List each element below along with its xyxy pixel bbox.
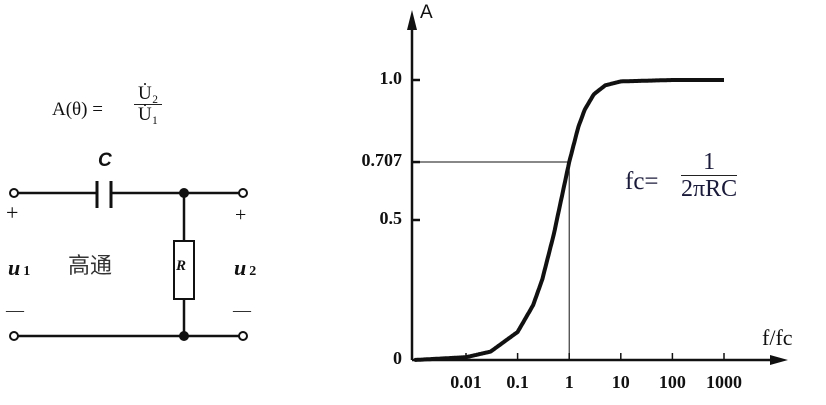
x-axis-label: f/fc: [762, 325, 793, 350]
y-axis-label: A: [420, 2, 433, 23]
output-terminal-bottom: [238, 331, 248, 341]
x-tick-label: 0.01: [450, 372, 482, 392]
input-voltage-symbol: u: [8, 255, 21, 280]
x-axis-arrow-icon: [770, 355, 788, 365]
transfer-formula-numerator: U̇₂: [134, 84, 163, 105]
input-voltage-subscript: 1: [23, 264, 31, 279]
junction-node-top: [179, 188, 189, 198]
input-terminal-top: [9, 188, 19, 198]
y-tick-label: 1.0: [379, 68, 403, 88]
capacitor-label: C: [98, 150, 112, 171]
y-tick-label: 0.5: [379, 208, 403, 228]
y-tick-label: 0: [393, 348, 402, 368]
input-plus: +: [6, 200, 19, 225]
frequency-response-chart: [407, 10, 788, 365]
y-tick-label: 0.707: [361, 150, 403, 171]
transfer-formula-lhs: A(θ) =: [52, 99, 103, 120]
resistor-label: R: [176, 258, 187, 274]
input-minus: —: [6, 300, 24, 320]
transfer-formula-fraction: U̇₂ U̇₁: [134, 84, 163, 126]
output-terminal-top: [238, 188, 248, 198]
junction-node-bottom: [179, 331, 189, 341]
x-tick-label: 0.1: [506, 372, 529, 392]
cutoff-formula-numerator: 1: [681, 149, 738, 177]
transfer-formula-denominator: U̇₁: [138, 103, 159, 125]
x-tick-label: 1000: [706, 372, 742, 392]
cutoff-formula-denominator: 2πRC: [681, 176, 738, 203]
x-tick-label: 1: [564, 372, 574, 392]
output-plus: +: [235, 204, 247, 226]
x-tick-label: 10: [611, 372, 630, 392]
filter-type-label: 高通: [68, 254, 113, 279]
output-voltage-subscript: 2: [249, 264, 257, 279]
output-minus: —: [233, 300, 251, 320]
x-tick-label: 100: [658, 372, 686, 392]
output-voltage-symbol: u: [234, 255, 247, 280]
y-axis-arrow-icon: [407, 10, 417, 30]
cutoff-formula-lhs: fc=: [625, 168, 659, 195]
cutoff-formula-fraction: 1 2πRC: [681, 149, 738, 203]
response-curve: [413, 78, 725, 362]
circuit: [9, 181, 248, 341]
input-terminal-bottom: [9, 331, 19, 341]
